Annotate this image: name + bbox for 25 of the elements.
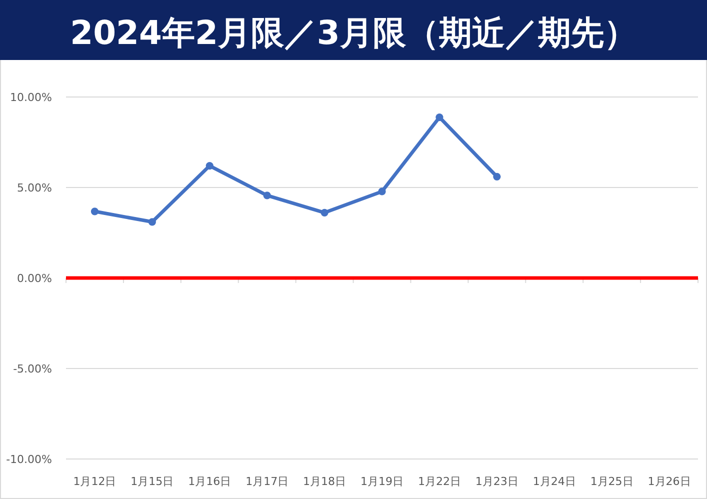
x-tick-label: 1月16日 (188, 475, 232, 488)
x-tick-label: 1月22日 (418, 475, 461, 488)
y-tick-label: -10.00% (6, 453, 52, 466)
point (493, 172, 501, 180)
y-tick-label: 5.00% (17, 182, 52, 194)
x-tick-label: 1月12日 (73, 475, 116, 488)
point (206, 162, 214, 170)
x-tick-label: 1月24日 (532, 475, 576, 488)
x-tick-label: 1月25日 (590, 475, 634, 488)
x-tick-label: 1月19日 (360, 475, 404, 488)
point (263, 192, 271, 200)
point (148, 218, 156, 226)
y-tick-label: 10.00% (10, 91, 52, 104)
x-tick-label: 1月18日 (303, 475, 346, 488)
x-tick-label: 1月26日 (648, 475, 691, 488)
y-tick-label: -5.00% (13, 362, 52, 376)
x-tick-label: 1月23日 (475, 475, 518, 488)
x-tick-label: 1月17日 (246, 475, 289, 488)
y-tick-label: 0.00% (17, 272, 52, 285)
point (90, 208, 99, 216)
x-tick-label: 1月15日 (130, 475, 174, 488)
point (378, 188, 386, 196)
point (436, 113, 444, 122)
chart-title: 2024年2月限／3月限（期近／期先） (70, 13, 637, 52)
point (320, 208, 328, 216)
